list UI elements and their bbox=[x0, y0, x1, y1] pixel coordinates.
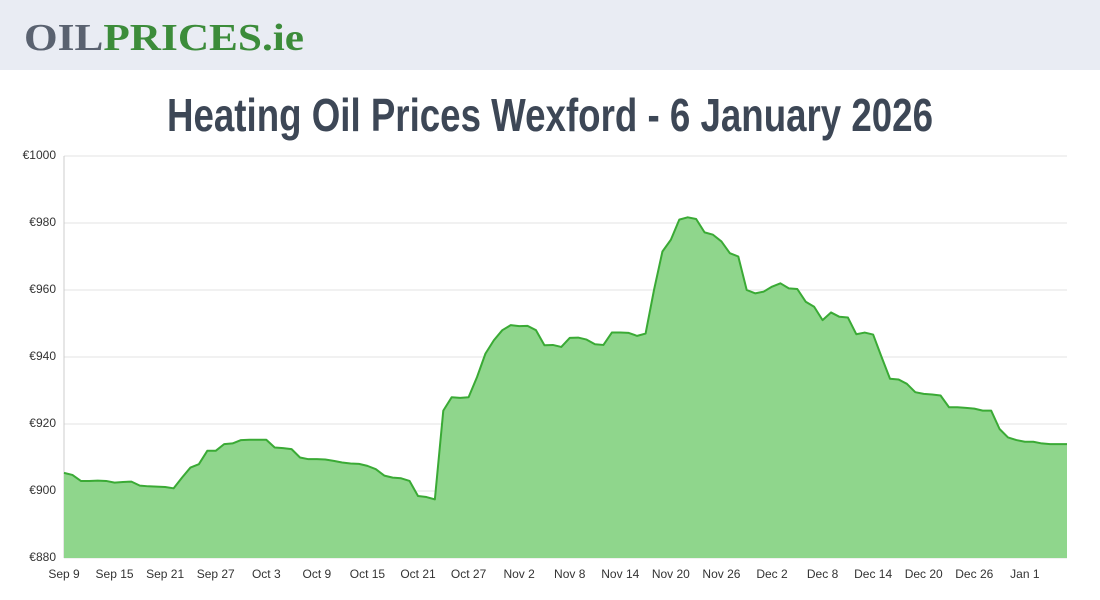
chart-title: Heating Oil Prices Wexford - 6 January 2… bbox=[167, 89, 933, 141]
x-tick-label: Oct 9 bbox=[303, 567, 332, 581]
x-tick-label: Nov 20 bbox=[652, 567, 690, 581]
x-tick-label: Jan 1 bbox=[1010, 567, 1040, 581]
header-bar bbox=[0, 0, 1100, 70]
x-tick-label: Dec 14 bbox=[854, 567, 892, 581]
y-tick-label: €900 bbox=[29, 483, 56, 497]
area-fill bbox=[64, 217, 1067, 559]
x-tick-label: Oct 15 bbox=[350, 567, 386, 581]
x-tick-label: Sep 27 bbox=[197, 567, 235, 581]
x-tick-label: Dec 2 bbox=[756, 567, 788, 581]
x-tick-label: Nov 14 bbox=[601, 567, 639, 581]
x-tick-label: Dec 26 bbox=[955, 567, 993, 581]
x-tick-label: Sep 21 bbox=[146, 567, 184, 581]
x-tick-label: Sep 9 bbox=[48, 567, 80, 581]
x-tick-label: Nov 8 bbox=[554, 567, 586, 581]
y-tick-label: €980 bbox=[29, 215, 56, 229]
x-tick-label: Nov 2 bbox=[503, 567, 535, 581]
x-tick-label: Sep 15 bbox=[96, 567, 134, 581]
y-tick-label: €920 bbox=[29, 416, 56, 430]
price-line bbox=[63, 216, 1067, 501]
logo-dark: OIL bbox=[24, 17, 103, 59]
x-tick-label: Oct 21 bbox=[400, 567, 436, 581]
x-tick-label: Oct 27 bbox=[451, 567, 487, 581]
y-tick-label: €940 bbox=[29, 349, 56, 363]
x-tick-label: Oct 3 bbox=[252, 567, 281, 581]
y-tick-label: €960 bbox=[29, 282, 56, 296]
logo-green: PRICES.ie bbox=[103, 17, 304, 59]
x-tick-label: Dec 20 bbox=[905, 567, 943, 581]
y-tick-label: €1000 bbox=[23, 148, 57, 162]
logo[interactable]: OIL PRICES.ie bbox=[24, 17, 304, 59]
x-tick-label: Dec 8 bbox=[807, 567, 839, 581]
y-tick-label: €880 bbox=[29, 550, 56, 564]
x-tick-label: Nov 26 bbox=[702, 567, 740, 581]
